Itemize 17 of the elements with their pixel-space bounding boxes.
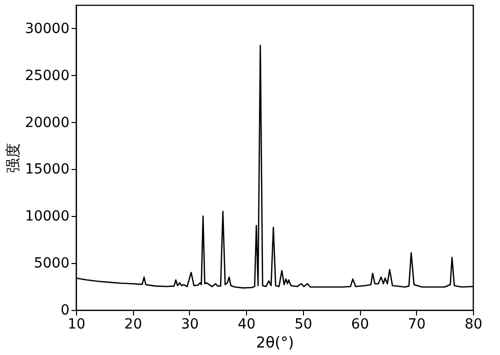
y-tick-label: 20000: [24, 114, 70, 131]
y-tick-label: 5000: [34, 256, 70, 272]
x-tick-label: 70: [408, 316, 426, 332]
y-tick-label: 0: [60, 302, 70, 318]
x-tick-label: 10: [68, 316, 86, 332]
x-tick-label: 60: [351, 316, 369, 332]
x-tick-label: 50: [294, 316, 312, 332]
y-axis-title: 强度: [4, 143, 22, 173]
x-tick-label: 80: [464, 316, 482, 332]
y-tick-label: 30000: [24, 20, 70, 37]
x-axis-title: 2θ(°): [256, 334, 294, 352]
x-tick-label: 20: [124, 316, 142, 332]
x-tick-label: 40: [238, 316, 256, 332]
y-tick-label: 15000: [24, 162, 70, 178]
y-tick-label: 10000: [24, 208, 70, 225]
y-tick-label: 25000: [24, 68, 70, 84]
x-tick-label: 30: [181, 316, 199, 332]
